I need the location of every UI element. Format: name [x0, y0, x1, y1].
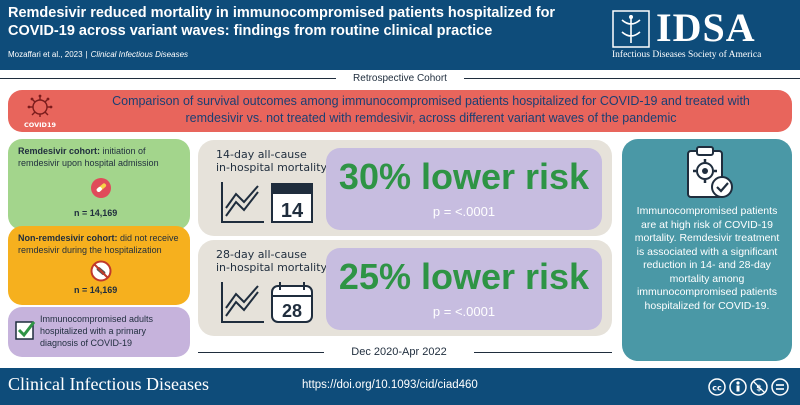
- iv-drug-icon: [91, 178, 111, 198]
- calendar-number: 14: [281, 200, 304, 222]
- outcome-label-line1: 28-day all-cause: [216, 248, 307, 261]
- risk-result: 25% lower risk: [338, 256, 590, 297]
- page-title: Remdesivir reduced mortality in immunoco…: [8, 5, 556, 39]
- header-banner: Remdesivir reduced mortality in immunoco…: [0, 0, 800, 70]
- checkbox-checked-icon: [15, 321, 36, 340]
- svg-text:cc: cc: [712, 384, 722, 393]
- population-box: Immunocompromised adults hospitalized wi…: [8, 307, 190, 357]
- covid-icon-caption: COVID19: [24, 121, 56, 129]
- footer-banner: Clinical Infectious Diseases https://doi…: [0, 368, 800, 405]
- trend-calendar-icon: 28: [221, 282, 313, 323]
- comparison-text: Comparison of survival outcomes among im…: [112, 94, 750, 125]
- outcome-28-day: 28-day all-cause in-hospital mortality 2…: [198, 240, 612, 336]
- non-remdesivir-cohort-box: Non-remdesivir cohort: did not receive r…: [8, 226, 190, 305]
- risk-result-pill: 30% lower risk p = <.0001: [326, 148, 602, 230]
- trend-calendar-icon: 14: [221, 182, 313, 223]
- remdesivir-cohort-n: n = 14,169: [74, 208, 118, 218]
- remdesivir-cohort-box: Remdesivir cohort: initiation of remdesi…: [8, 139, 190, 230]
- footer-journal: Clinical Infectious Diseases: [8, 374, 209, 394]
- idsa-emblem-icon: [612, 10, 650, 48]
- outcome-label-line2: in-hospital mortality: [216, 261, 328, 274]
- calendar-number: 28: [282, 301, 302, 321]
- covid-virus-icon: COVID19: [24, 94, 56, 129]
- outcome-label: 14-day all-cause in-hospital mortality: [216, 148, 327, 174]
- population-text: Immunocompromised adults hospitalized wi…: [40, 314, 154, 348]
- outcome-14-day: 14-day all-cause in-hospital mortality 1…: [198, 140, 612, 236]
- remdesivir-cohort-text: initiation of remdesivir upon hospital a…: [18, 146, 159, 168]
- risk-result: 30% lower risk: [338, 156, 590, 197]
- date-range: Dec 2020-Apr 2022: [324, 344, 474, 360]
- non-remdesivir-cohort-lead: Non-remdesivir cohort:: [18, 233, 118, 243]
- idsa-logo[interactable]: IDSA Infectious Diseases Society of Amer…: [608, 6, 794, 64]
- comparison-band: COVID19 Comparison of survival outcomes …: [8, 90, 792, 132]
- outcome-label: 28-day all-cause in-hospital mortality: [216, 248, 327, 274]
- no-drug-icon: [90, 260, 112, 282]
- doi-link[interactable]: https://doi.org/10.1093/cid/ciad460: [302, 379, 478, 391]
- risk-result-pill: 25% lower risk p = <.0001: [326, 248, 602, 330]
- p-value: p = <.0001: [432, 304, 496, 319]
- non-remdesivir-cohort-text: did not receive remdesivir during the ho…: [18, 233, 179, 255]
- conclusion-panel: Immunocompromised patients are at high r…: [622, 139, 792, 361]
- cc-license-icon[interactable]: cc $: [707, 377, 793, 397]
- citation-authors: Mozaffari et al., 2023: [8, 50, 83, 59]
- clipboard-gear-check-icon: [687, 146, 733, 198]
- non-remdesivir-cohort-n: n = 14,169: [74, 285, 118, 295]
- conclusion-text: Immunocompromised patients are at high r…: [634, 205, 780, 312]
- citation: Mozaffari et al., 2023 | Clinical Infectio…: [8, 50, 188, 59]
- outcome-label-line1: 14-day all-cause: [216, 148, 307, 161]
- citation-separator: |: [85, 50, 88, 59]
- p-value: p = <.0001: [432, 204, 496, 219]
- outcome-label-line2: in-hospital mortality: [216, 161, 328, 174]
- logo-subtitle: Infectious Diseases Society of America: [612, 50, 762, 60]
- study-design-label: Retrospective Cohort: [336, 71, 464, 87]
- remdesivir-cohort-lead: Remdesivir cohort:: [18, 146, 101, 156]
- logo-text: IDSA: [656, 5, 756, 50]
- citation-journal: Clinical Infectious Diseases: [90, 50, 189, 59]
